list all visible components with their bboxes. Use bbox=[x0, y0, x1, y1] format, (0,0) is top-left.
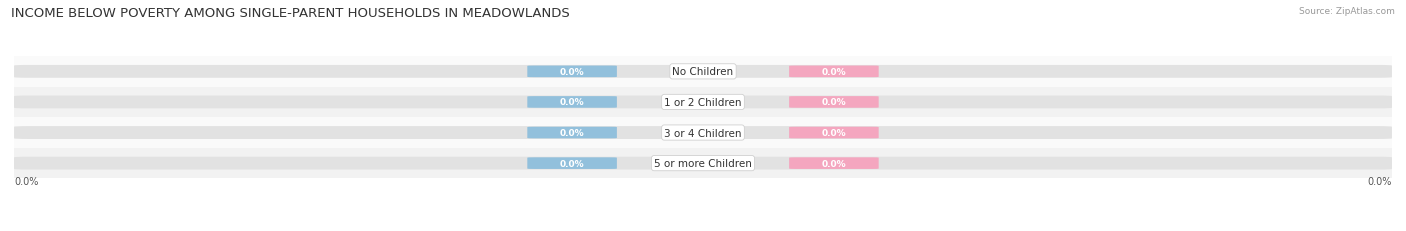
Text: 0.0%: 0.0% bbox=[821, 67, 846, 76]
Bar bbox=[14, 87, 1392, 118]
Text: 0.0%: 0.0% bbox=[821, 98, 846, 107]
Bar bbox=[14, 57, 1392, 87]
FancyBboxPatch shape bbox=[14, 66, 1392, 79]
Text: 0.0%: 0.0% bbox=[821, 159, 846, 168]
Text: 3 or 4 Children: 3 or 4 Children bbox=[664, 128, 742, 138]
Text: 0.0%: 0.0% bbox=[560, 98, 585, 107]
FancyBboxPatch shape bbox=[527, 97, 617, 108]
FancyBboxPatch shape bbox=[789, 97, 879, 108]
FancyBboxPatch shape bbox=[14, 127, 1392, 139]
Text: 0.0%: 0.0% bbox=[14, 176, 38, 186]
Bar bbox=[14, 148, 1392, 179]
FancyBboxPatch shape bbox=[789, 66, 879, 78]
Text: 5 or more Children: 5 or more Children bbox=[654, 158, 752, 168]
Text: Source: ZipAtlas.com: Source: ZipAtlas.com bbox=[1299, 7, 1395, 16]
FancyBboxPatch shape bbox=[789, 158, 879, 169]
FancyBboxPatch shape bbox=[14, 157, 1392, 170]
Text: 0.0%: 0.0% bbox=[560, 159, 585, 168]
FancyBboxPatch shape bbox=[527, 158, 617, 169]
Text: 0.0%: 0.0% bbox=[560, 67, 585, 76]
Bar bbox=[14, 118, 1392, 148]
Text: 0.0%: 0.0% bbox=[560, 128, 585, 137]
Text: 1 or 2 Children: 1 or 2 Children bbox=[664, 97, 742, 107]
FancyBboxPatch shape bbox=[14, 96, 1392, 109]
Text: 0.0%: 0.0% bbox=[821, 128, 846, 137]
Text: 0.0%: 0.0% bbox=[1368, 176, 1392, 186]
FancyBboxPatch shape bbox=[527, 127, 617, 139]
FancyBboxPatch shape bbox=[789, 127, 879, 139]
FancyBboxPatch shape bbox=[527, 66, 617, 78]
Text: INCOME BELOW POVERTY AMONG SINGLE-PARENT HOUSEHOLDS IN MEADOWLANDS: INCOME BELOW POVERTY AMONG SINGLE-PARENT… bbox=[11, 7, 569, 20]
Text: No Children: No Children bbox=[672, 67, 734, 77]
